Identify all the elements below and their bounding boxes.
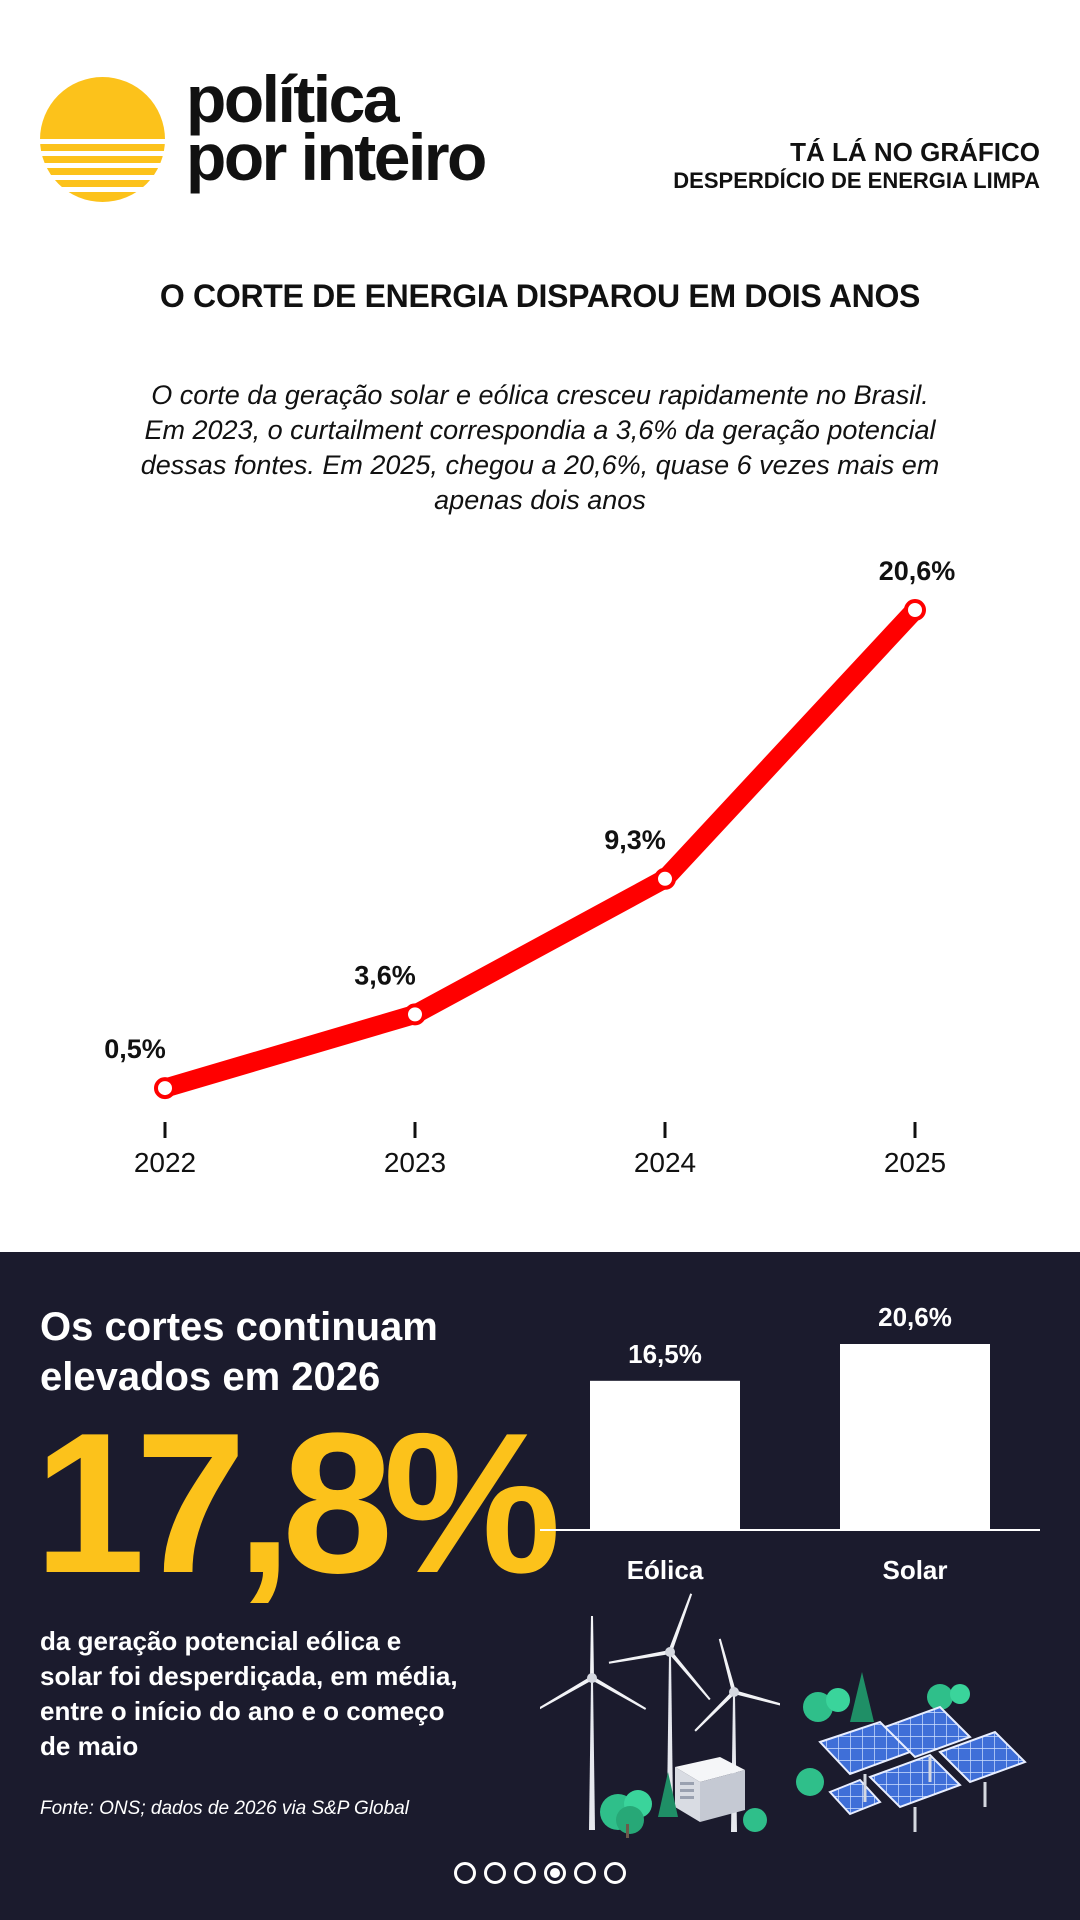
brand-line-2: por inteiro <box>186 120 487 194</box>
data-label: 9,3% <box>604 825 666 855</box>
data-point <box>654 867 676 890</box>
data-point <box>404 1003 426 1026</box>
section-tag-line-1: TÁ LÁ NO GRÁFICO <box>790 137 1040 167</box>
pager-dot[interactable] <box>484 1862 506 1884</box>
sun-logo-icon <box>40 77 165 202</box>
data-point <box>154 1077 176 1100</box>
page-subtitle: O corte da geração solar e eólica cresce… <box>140 380 940 515</box>
section-tag-line-2: DESPERDÍCIO DE ENERGIA LIMPA <box>673 168 1040 193</box>
brand-wordmark: política por inteiro <box>186 62 487 194</box>
pager-dot[interactable] <box>544 1862 566 1884</box>
pager-dot[interactable] <box>604 1862 626 1884</box>
page-title: O CORTE DE ENERGIA DISPAROU EM DOIS ANOS <box>159 278 921 314</box>
pager-dot[interactable] <box>514 1862 536 1884</box>
panel-description: da geração potencial eólica e solar foi … <box>40 1626 458 1761</box>
bar <box>840 1344 990 1529</box>
bar <box>590 1380 740 1529</box>
data-label: 20,6% <box>879 556 956 586</box>
source-note: Fonte: ONS; dados de 2026 via S&P Global <box>40 1798 409 1819</box>
big-number: 17,8% <box>34 1392 561 1615</box>
data-label: 3,6% <box>354 960 416 990</box>
dark-panel: Os cortes continuam elevados em 2026 17,… <box>0 1252 1080 1920</box>
pagination-dots <box>0 1862 1080 1884</box>
data-label: 0,5% <box>104 1034 166 1064</box>
source-bar-chart: 16,5% Eólica 20,6% Solar <box>540 1302 1040 1582</box>
brand-line-1: política <box>186 62 400 136</box>
curtailment-line-chart: 2022 2023 2024 2025 0,5% 3,6% 9,3% 20,6% <box>104 556 956 1178</box>
bar-category-label: Solar <box>882 1555 947 1582</box>
data-point <box>904 599 926 621</box>
pager-dot[interactable] <box>574 1862 596 1884</box>
section-tag: TÁ LÁ NO GRÁFICO DESPERDÍCIO DE ENERGIA … <box>673 137 1040 195</box>
panel-heading: Os cortes continuam elevados em 2026 <box>40 1302 438 1402</box>
bar-value-label: 20,6% <box>878 1302 952 1332</box>
x-tick-label: 2022 <box>134 1147 196 1178</box>
panel-heading-line-2: elevados em 2026 <box>40 1355 381 1399</box>
pager-dot[interactable] <box>454 1862 476 1884</box>
x-tick-label: 2024 <box>634 1147 696 1178</box>
series-line <box>155 600 925 1098</box>
wind-turbines-icon <box>540 1593 780 1838</box>
solar-panels-icon <box>796 1672 1027 1832</box>
x-tick-label: 2023 <box>384 1147 446 1178</box>
panel-heading-line-1: Os cortes continuam <box>40 1305 438 1349</box>
bar-category-label: Eólica <box>627 1555 704 1582</box>
bar-value-label: 16,5% <box>628 1339 702 1369</box>
x-tick-label: 2025 <box>884 1147 946 1178</box>
